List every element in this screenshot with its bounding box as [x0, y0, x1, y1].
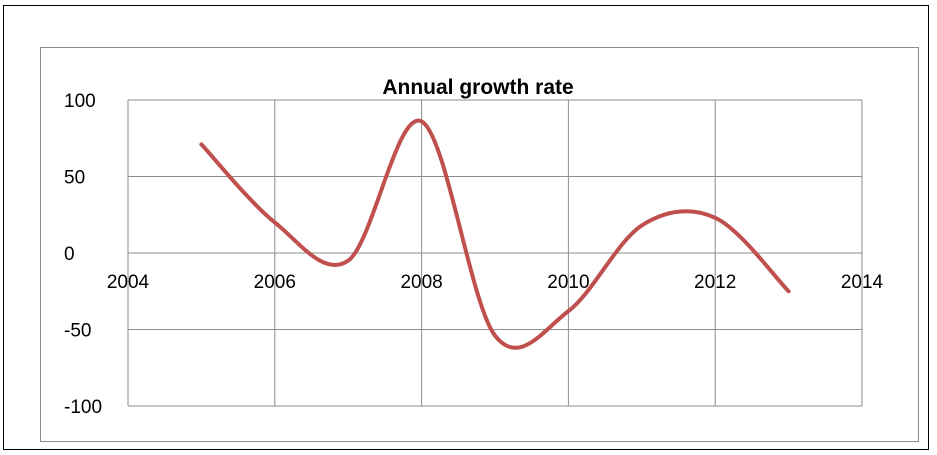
x-tick-label: 2010	[547, 272, 589, 293]
y-axis-ticks: 100 50 0 -50 -100	[64, 91, 102, 418]
y-tick-label: 100	[64, 91, 96, 112]
x-tick-label: 2004	[107, 272, 150, 293]
gridlines	[127, 99, 863, 407]
chart-title: Annual growth rate	[382, 76, 573, 99]
x-tick-label: 2006	[254, 272, 296, 293]
x-tick-label: 2014	[841, 272, 884, 293]
x-tick-label: 2012	[694, 272, 736, 293]
y-tick-label: 50	[64, 168, 85, 189]
chart-area-border	[40, 47, 919, 442]
series-line	[199, 118, 791, 350]
chart-frame	[3, 5, 929, 450]
series-lines	[199, 118, 791, 350]
y-tick-label: -50	[64, 321, 91, 342]
x-axis-ticks: 2004 2006 2008 2010 2012 2014	[107, 272, 884, 293]
x-tick-label: 2008	[400, 272, 442, 293]
y-tick-label: 0	[64, 244, 75, 265]
y-tick-label: -100	[64, 397, 102, 418]
